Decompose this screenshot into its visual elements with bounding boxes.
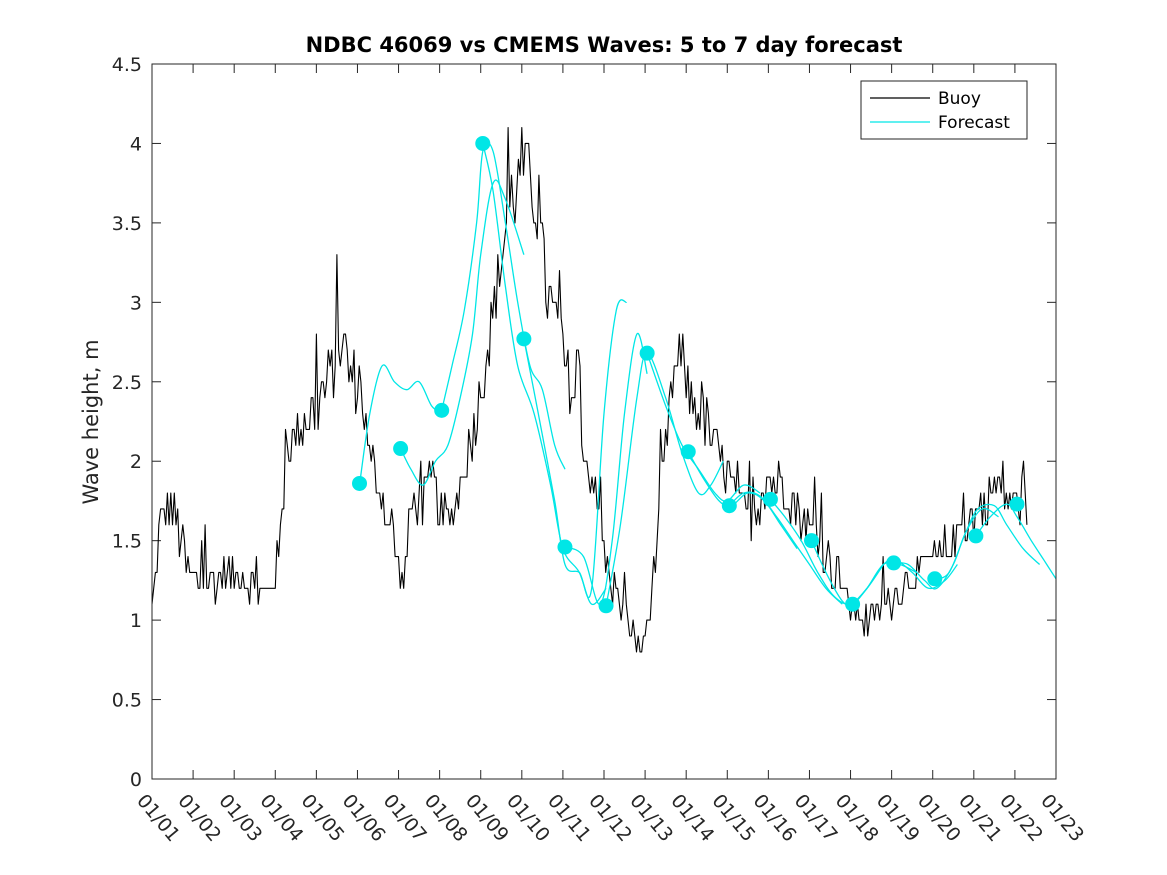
forecast-line	[934, 503, 1041, 580]
legend-box	[860, 80, 1028, 140]
forecast-init-marker	[639, 345, 655, 361]
y-tick-label: 1.5	[112, 531, 142, 553]
forecast-line	[646, 352, 761, 502]
forecast-line	[893, 507, 999, 590]
y-tick-label: 2	[130, 451, 142, 473]
forecast-init-marker	[762, 491, 778, 507]
y-tick-label: 4.5	[112, 54, 142, 76]
legend: Buoy Forecast	[860, 80, 1028, 140]
forecast-line	[975, 503, 1057, 580]
forecast-line	[605, 352, 724, 606]
forecast-init-marker	[721, 498, 737, 514]
forecast-line	[728, 491, 843, 605]
forecast-init-marker	[475, 135, 491, 151]
y-tick-label: 0.5	[112, 690, 142, 712]
forecast-init-marker	[434, 402, 450, 418]
y-tick-label: 3.5	[112, 213, 142, 235]
forecast-line	[687, 451, 798, 549]
y-axis-label: Wave height, m	[79, 339, 103, 504]
y-tick-label: 4	[130, 133, 142, 155]
y-axis-ticks: 0 0.5 1 1.5 2 2.5 3 3.5 4 4.5	[112, 54, 1056, 791]
forecast-init-marker	[845, 596, 861, 612]
plot-frame	[151, 63, 1057, 780]
forecast-line	[523, 299, 628, 599]
forecast-line	[441, 141, 566, 470]
buoy-series	[151, 127, 1028, 653]
forecast-init-marker	[804, 533, 820, 549]
forecast-init-marker	[557, 539, 573, 555]
y-tick-label: 2.5	[112, 372, 142, 394]
legend-forecast-label: Forecast	[938, 113, 1010, 133]
forecast-init-marker	[393, 441, 409, 457]
forecast-init-markers	[352, 135, 1025, 614]
forecast-init-marker	[680, 444, 696, 460]
forecast-init-marker	[927, 571, 943, 587]
forecast-init-marker	[968, 528, 984, 544]
forecast-init-marker	[598, 598, 614, 614]
forecast-line	[564, 332, 648, 605]
y-tick-label: 3	[130, 292, 142, 314]
forecast-init-marker	[516, 331, 532, 347]
chart-title: NDBC 46069 vs CMEMS Waves: 5 to 7 day fo…	[306, 33, 903, 57]
forecast-line	[358, 364, 443, 486]
buoy-line	[151, 127, 1028, 653]
legend-buoy-label: Buoy	[938, 89, 981, 109]
y-tick-label: 1	[130, 610, 142, 632]
forecast-line	[400, 179, 525, 486]
y-tick-label: 0	[130, 769, 142, 791]
forecast-init-marker	[1009, 496, 1025, 512]
forecast-init-marker	[886, 555, 902, 571]
forecast-init-marker	[352, 475, 368, 491]
forecast-series	[358, 141, 1057, 607]
